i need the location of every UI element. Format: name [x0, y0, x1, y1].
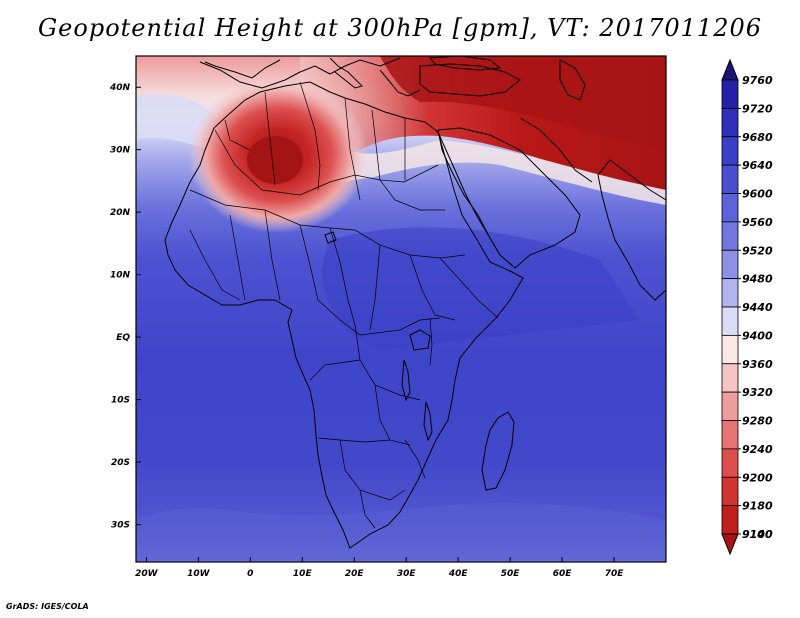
x-tick-label: 70E — [605, 569, 625, 579]
colorbar-label: 9560 — [742, 216, 773, 229]
greece-coastline — [379, 69, 421, 97]
colorbar-swatch — [721, 249, 739, 280]
colorbar-label: 9200 — [742, 471, 773, 484]
y-tick-label: 10N — [110, 271, 131, 281]
colorbar-swatch — [721, 79, 739, 109]
x-axis: 20W 10W 0 10E 20E 30E 40E 50E 60E 70E — [135, 557, 624, 579]
colorbar-swatch — [721, 306, 739, 336]
colorbar-label: 9520 — [742, 244, 773, 257]
italy-coastline — [329, 57, 363, 89]
footer-credit: GrADS: IGES/COLA — [6, 602, 89, 611]
colorbar-swatch — [721, 164, 739, 194]
x-tick-label: 20W — [135, 569, 159, 579]
colorbar-label: 9680 — [742, 131, 773, 144]
x-tick-label: 50E — [501, 569, 521, 579]
colorbar-top-arrow — [721, 58, 739, 81]
y-tick-label: 20N — [110, 208, 131, 218]
iberia-coastline — [204, 59, 281, 79]
colorbar-label: 9280 — [742, 415, 773, 428]
colorbar-bottom-arrow — [721, 533, 739, 556]
colorbar-swatch — [721, 221, 739, 251]
lake-tanganyika — [401, 359, 411, 402]
colorbar-label: 9360 — [742, 358, 773, 371]
colorbar-swatch — [721, 278, 739, 308]
colorbar-swatch — [721, 363, 739, 393]
coastlines — [164, 56, 666, 549]
madagascar-coastline — [481, 411, 515, 491]
colorbar-label: 9600 — [742, 188, 773, 201]
red-sea — [437, 131, 501, 256]
colorbar-swatch — [721, 420, 739, 450]
y-tick-label: 40N — [109, 83, 131, 93]
y-tick-label: EQ — [116, 333, 130, 343]
colorbar-label: 9180 — [742, 500, 773, 513]
x-tick-label: 10W — [187, 569, 211, 579]
colorbar-label: 9240 — [742, 443, 773, 456]
lake-malawi — [423, 401, 433, 442]
colorbar-label: 9320 — [742, 386, 773, 399]
arabia-coastline — [437, 127, 581, 269]
colorbar-swatch — [721, 334, 739, 365]
lake-victoria — [409, 329, 431, 351]
chart-title: Geopotential Height at 300hPa [gpm], VT:… — [38, 14, 762, 42]
colorbar-label: 9640 — [742, 159, 773, 172]
colorbar-swatch — [721, 448, 739, 478]
y-tick-label: 20S — [111, 458, 130, 468]
colorbar-label: 9760 — [742, 74, 773, 87]
y-tick-label: 30S — [111, 521, 130, 531]
turkey-coastline — [419, 63, 521, 97]
y-axis: 40N 30N 20N 10N EQ 10S 20S 30S — [109, 83, 141, 531]
y-tick-label: 30N — [110, 146, 131, 156]
x-tick-label: 60E — [553, 569, 573, 579]
x-tick-label: 40E — [448, 569, 469, 579]
colorbar-swatch — [721, 136, 739, 166]
colorbar-label: 9140 — [742, 528, 773, 541]
colorbar-swatch — [721, 505, 739, 535]
africa-coastline — [164, 81, 524, 549]
colorbar-swatch — [721, 107, 739, 138]
caspian-sea — [559, 59, 586, 101]
colorbar: 9760 9720 9680 9640 9600 9560 9520 9480 9440 9400… — [721, 58, 773, 556]
black-sea — [428, 56, 502, 71]
country-borders — [189, 81, 499, 529]
x-tick-label: 30E — [397, 569, 417, 579]
colorbar-swatch — [721, 476, 739, 507]
x-tick-label: 20E — [345, 569, 365, 579]
colorbar-label: 9720 — [742, 102, 773, 115]
colorbar-swatch — [721, 193, 739, 223]
india-coastline — [597, 159, 666, 301]
x-tick-label: 0 — [247, 569, 253, 579]
y-tick-label: 10S — [111, 396, 130, 406]
plot-frame — [135, 55, 667, 563]
colorbar-swatch — [721, 391, 739, 421]
lake-chad — [324, 231, 337, 244]
colorbar-label: 9400 — [742, 329, 773, 342]
persian-gulf — [519, 117, 593, 183]
colorbar-label: 9100 — [742, 528, 773, 541]
height-field — [136, 56, 666, 562]
x-tick-label: 10E — [293, 569, 313, 579]
europe-coastline — [199, 57, 401, 89]
colorbar-label: 9440 — [742, 301, 773, 314]
colorbar-label: 9480 — [742, 273, 773, 286]
